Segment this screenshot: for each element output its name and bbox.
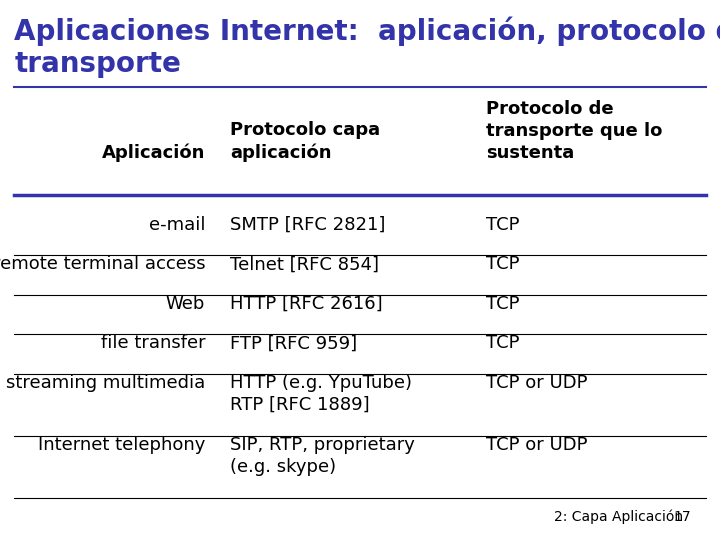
Text: TCP or UDP: TCP or UDP [486, 374, 588, 391]
Text: Telnet [RFC 854]: Telnet [RFC 854] [230, 255, 379, 273]
Text: TCP: TCP [486, 255, 520, 273]
Text: SIP, RTP, proprietary
(e.g. skype): SIP, RTP, proprietary (e.g. skype) [230, 436, 415, 476]
Text: TCP: TCP [486, 295, 520, 313]
Text: file transfer: file transfer [101, 334, 205, 352]
Text: Aplicaciones Internet:  aplicación, protocolo de
transporte: Aplicaciones Internet: aplicación, proto… [14, 16, 720, 78]
Text: remote terminal access: remote terminal access [0, 255, 205, 273]
Text: HTTP (e.g. YpuTube)
RTP [RFC 1889]: HTTP (e.g. YpuTube) RTP [RFC 1889] [230, 374, 413, 414]
Text: FTP [RFC 959]: FTP [RFC 959] [230, 334, 358, 352]
Text: Protocolo de
transporte que lo
sustenta: Protocolo de transporte que lo sustenta [486, 99, 662, 162]
Text: TCP: TCP [486, 334, 520, 352]
Text: TCP or UDP: TCP or UDP [486, 436, 588, 454]
Text: streaming multimedia: streaming multimedia [6, 374, 205, 391]
Text: Aplicación: Aplicación [102, 144, 205, 162]
Text: e-mail: e-mail [149, 216, 205, 234]
Text: HTTP [RFC 2616]: HTTP [RFC 2616] [230, 295, 383, 313]
Text: 2: Capa Aplicación: 2: Capa Aplicación [554, 509, 683, 524]
Text: 17: 17 [674, 510, 691, 524]
Text: Web: Web [166, 295, 205, 313]
Text: Internet telephony: Internet telephony [38, 436, 205, 454]
Text: SMTP [RFC 2821]: SMTP [RFC 2821] [230, 216, 386, 234]
Text: Protocolo capa
aplicación: Protocolo capa aplicación [230, 121, 381, 162]
Text: TCP: TCP [486, 216, 520, 234]
